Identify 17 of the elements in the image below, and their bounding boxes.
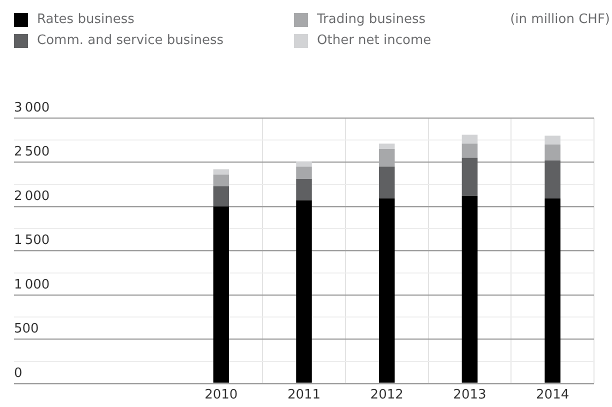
legend-label: Trading business bbox=[317, 12, 426, 27]
y-tick-label: 0 bbox=[14, 366, 22, 381]
x-tick-label: 2010 bbox=[204, 388, 238, 403]
y-tick-label: 500 bbox=[14, 322, 39, 337]
y-tick-label: 2 500 bbox=[14, 144, 50, 160]
y-tick-label: 2 000 bbox=[14, 188, 50, 204]
y-tick-label: 3 000 bbox=[14, 100, 50, 116]
legend-label: Comm. and service business bbox=[37, 33, 224, 48]
x-tick-label: 2013 bbox=[453, 388, 486, 403]
legend-label: Rates business bbox=[37, 12, 134, 27]
x-tick-label: 2012 bbox=[370, 388, 404, 403]
legend-label: Other net income bbox=[317, 33, 432, 48]
y-tick-label: 1 500 bbox=[14, 233, 50, 248]
x-tick-label: 2014 bbox=[536, 388, 570, 403]
text: (in million CHF) bbox=[510, 12, 610, 27]
x-tick-label: 2011 bbox=[287, 388, 321, 403]
y-tick-label: 1 000 bbox=[14, 277, 50, 292]
